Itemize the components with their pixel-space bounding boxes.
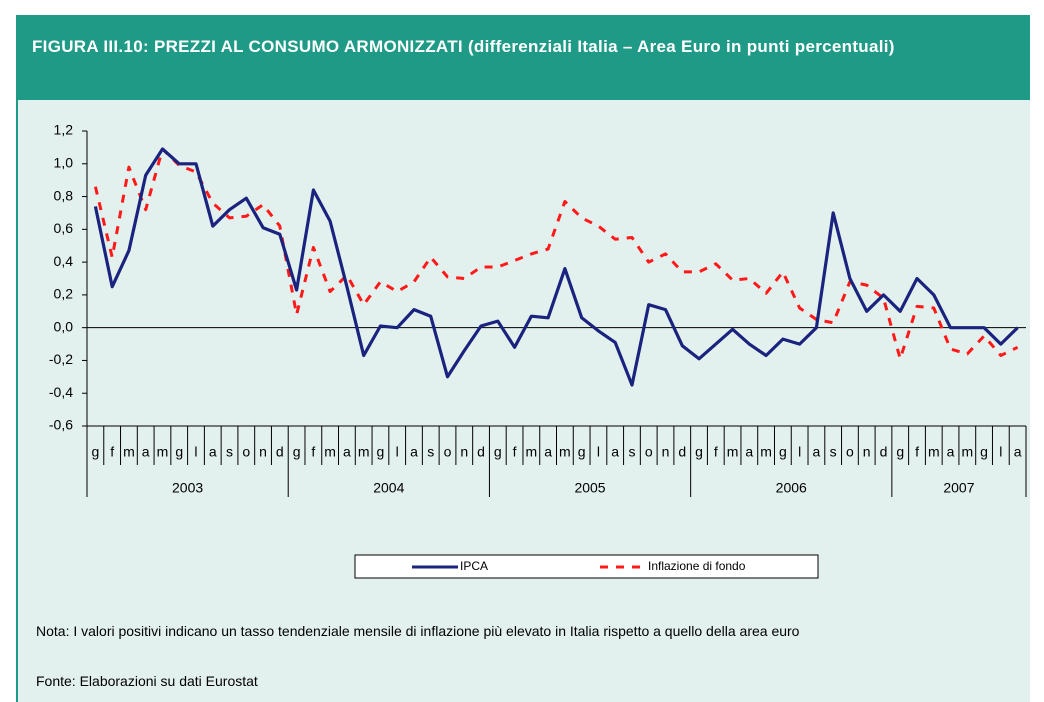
- source: Fonte: Elaborazioni su dati Eurostat: [36, 673, 258, 689]
- x-tick-label: a: [410, 444, 418, 460]
- x-tick-label: a: [813, 444, 821, 460]
- x-tick-label: a: [947, 444, 955, 460]
- x-tick-label: f: [513, 444, 517, 460]
- legend-label: Inflazione di fondo: [648, 559, 746, 573]
- x-tick-label: m: [324, 444, 336, 460]
- x-tick-label: m: [559, 444, 571, 460]
- x-tick-label: o: [242, 444, 250, 460]
- figure-title: FIGURA III.10: PREZZI AL CONSUMO ARMONIZ…: [16, 15, 1030, 100]
- y-tick-label: 0,0: [54, 318, 74, 334]
- x-tick-label: g: [896, 444, 904, 460]
- x-tick-label: o: [645, 444, 653, 460]
- x-tick-label: s: [830, 444, 837, 460]
- x-tick-label: l: [597, 444, 600, 460]
- x-tick-label: m: [358, 444, 370, 460]
- x-tick-label: g: [779, 444, 787, 460]
- x-tick-label: n: [259, 444, 267, 460]
- y-tick-label: -0,6: [49, 417, 73, 433]
- x-tick-label: f: [915, 444, 919, 460]
- series-line: [93, 147, 1019, 361]
- legend-box: [354, 554, 819, 579]
- legend-label: IPCA: [460, 559, 488, 573]
- figure-panel: [16, 15, 1030, 702]
- year-label: 2003: [172, 480, 203, 496]
- y-tick-label: 1,2: [54, 122, 74, 138]
- x-tick-label: a: [209, 444, 217, 460]
- x-tick-label: a: [611, 444, 619, 460]
- y-tick-label: 0,6: [54, 220, 74, 236]
- y-tick-label: 0,4: [54, 253, 74, 269]
- y-tick-label: -0,2: [49, 351, 73, 367]
- x-tick-label: g: [293, 444, 301, 460]
- x-tick-label: g: [578, 444, 586, 460]
- year-label: 2005: [574, 480, 605, 496]
- x-tick-label: n: [863, 444, 871, 460]
- x-tick-label: l: [999, 444, 1002, 460]
- x-tick-label: m: [928, 444, 940, 460]
- year-label: 2006: [776, 480, 807, 496]
- x-tick-label: a: [544, 444, 552, 460]
- x-tick-label: g: [695, 444, 703, 460]
- x-tick-label: a: [142, 444, 150, 460]
- x-tick-label: m: [760, 444, 772, 460]
- y-tick-label: 0,2: [54, 286, 74, 302]
- y-tick-label: 0,8: [54, 187, 74, 203]
- x-tick-label: s: [226, 444, 233, 460]
- x-tick-label: g: [377, 444, 385, 460]
- x-tick-label: m: [123, 444, 135, 460]
- x-tick-label: g: [494, 444, 502, 460]
- x-tick-label: g: [91, 444, 99, 460]
- x-tick-label: d: [678, 444, 686, 460]
- x-tick-label: f: [311, 444, 315, 460]
- x-tick-label: a: [1014, 444, 1022, 460]
- x-tick-label: o: [846, 444, 854, 460]
- x-tick-label: g: [175, 444, 183, 460]
- year-label: 2007: [943, 480, 974, 496]
- x-tick-label: n: [662, 444, 670, 460]
- x-tick-label: l: [798, 444, 801, 460]
- series-line: [93, 147, 1019, 387]
- x-tick-label: m: [727, 444, 739, 460]
- x-tick-label: a: [745, 444, 753, 460]
- x-tick-label: l: [396, 444, 399, 460]
- x-tick-label: f: [714, 444, 718, 460]
- x-tick-label: a: [343, 444, 351, 460]
- x-tick-label: d: [276, 444, 284, 460]
- x-tick-label: d: [477, 444, 485, 460]
- x-tick-label: m: [157, 444, 169, 460]
- year-label: 2004: [373, 480, 404, 496]
- x-tick-label: f: [110, 444, 114, 460]
- x-tick-label: g: [980, 444, 988, 460]
- x-tick-label: o: [444, 444, 452, 460]
- x-tick-label: m: [961, 444, 973, 460]
- x-tick-label: n: [460, 444, 468, 460]
- y-tick-label: -0,4: [49, 384, 73, 400]
- x-tick-label: s: [628, 444, 635, 460]
- x-tick-label: l: [194, 444, 197, 460]
- x-tick-label: s: [427, 444, 434, 460]
- y-tick-label: 1,0: [54, 154, 74, 170]
- x-tick-label: m: [526, 444, 538, 460]
- x-tick-label: d: [880, 444, 888, 460]
- note: Nota: I valori positivi indicano un tass…: [36, 623, 800, 639]
